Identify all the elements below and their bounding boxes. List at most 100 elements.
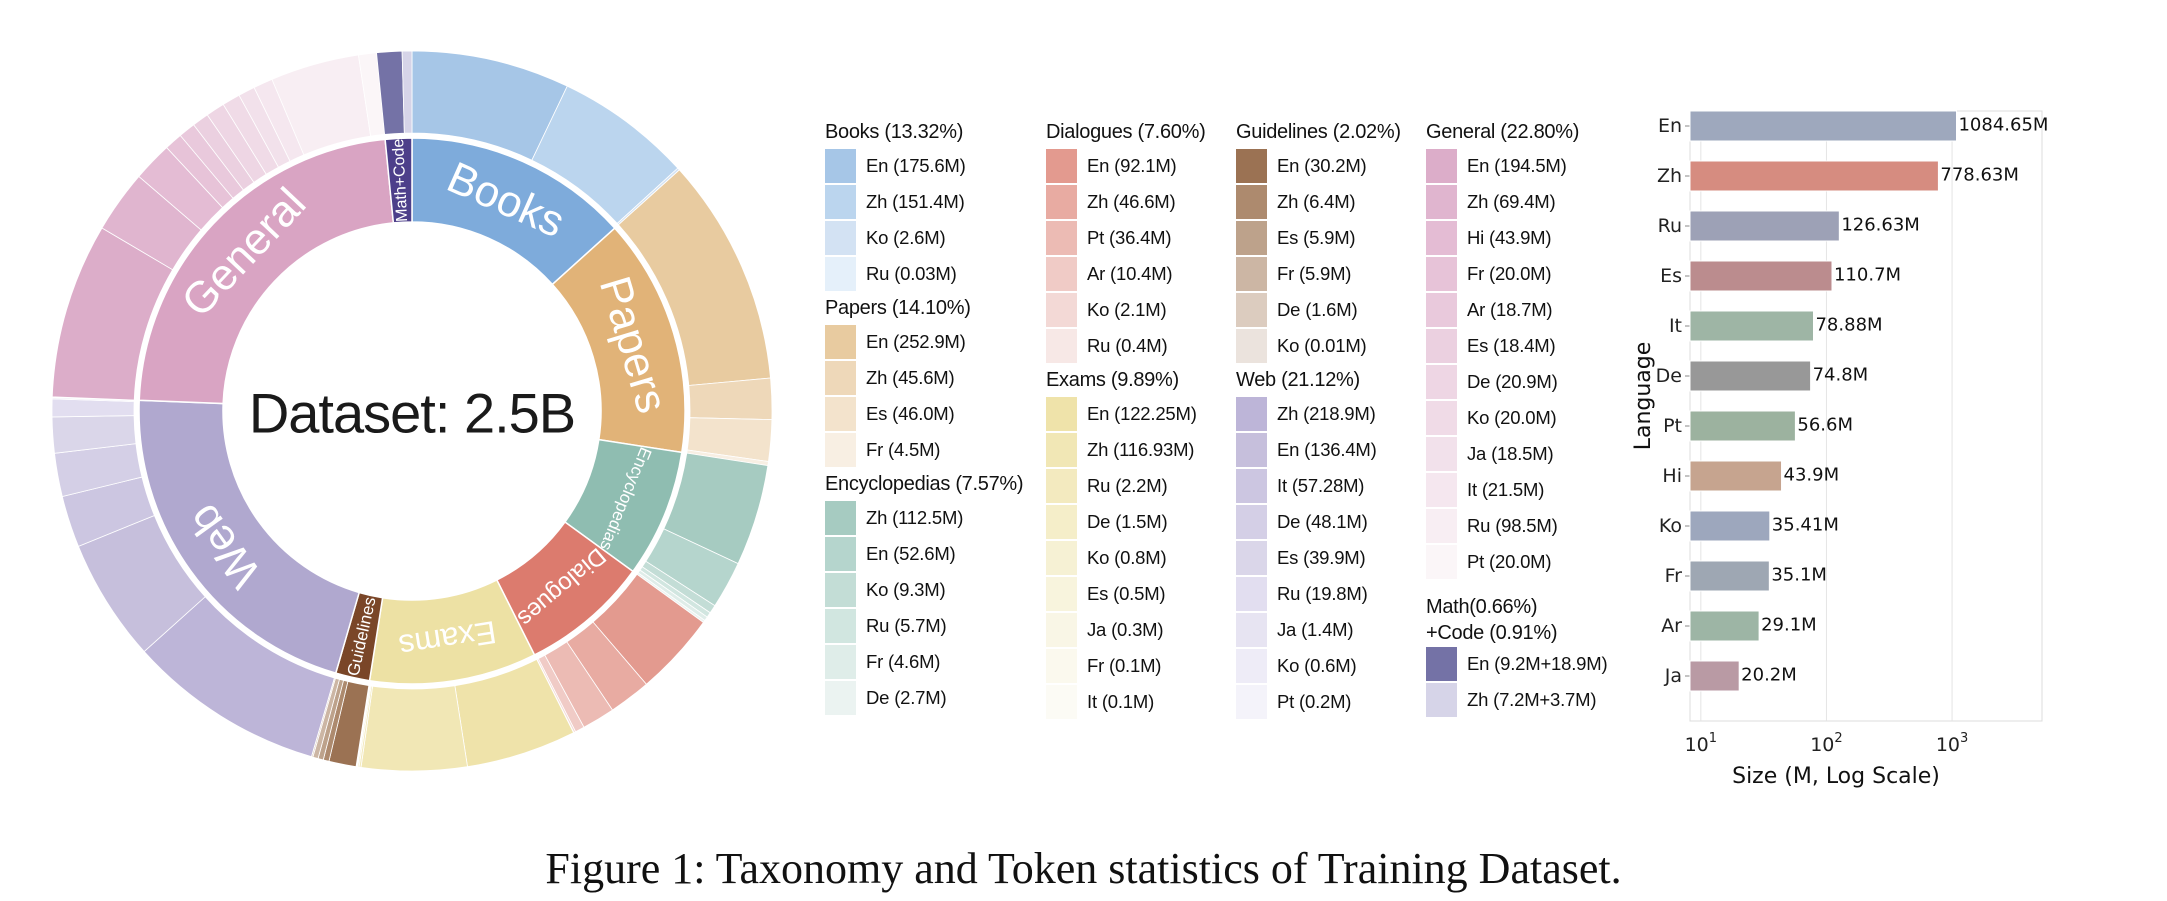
bar-zh xyxy=(1689,160,1939,192)
legend-item: Pt (0.2M) xyxy=(1236,684,1436,720)
legend-label: En (92.1M) xyxy=(1087,155,1177,176)
y-tick-label: Hi xyxy=(1662,465,1682,487)
segment-papers: Papers xyxy=(551,169,773,467)
legend-swatch xyxy=(1046,149,1077,183)
legend-item: Fr (20.0M) xyxy=(1426,256,1626,292)
legend-swatch xyxy=(1236,257,1267,291)
legend-label: Hi (43.9M) xyxy=(1467,227,1552,248)
legend-swatch xyxy=(1426,545,1457,579)
legend-item: Zh (7.2M+3.7M) xyxy=(1426,682,1626,718)
legend-swatch xyxy=(1046,433,1077,467)
legend-swatch xyxy=(825,221,856,255)
legend-label: Ru (0.4M) xyxy=(1087,335,1168,356)
legend-swatch xyxy=(1046,185,1077,219)
bar-it xyxy=(1689,310,1814,342)
legend-item: Ru (0.03M) xyxy=(825,256,1025,292)
data-label: 56.6M xyxy=(1797,415,1853,436)
legend-swatch xyxy=(1426,365,1457,399)
legend-label: Ko (20.0M) xyxy=(1467,407,1557,428)
legend-swatch xyxy=(1426,509,1457,543)
data-label: 35.1M xyxy=(1771,565,1827,586)
legend-label: De (1.6M) xyxy=(1277,299,1358,320)
legend-swatch xyxy=(1236,613,1267,647)
x-axis-title: Size (M, Log Scale) xyxy=(1732,764,1940,789)
legend-swatch xyxy=(1236,541,1267,575)
data-label: 1084.65M xyxy=(1958,115,2048,136)
bar-en xyxy=(1689,110,1957,142)
bar-es xyxy=(1689,260,1833,292)
y-tick-label: En xyxy=(1658,115,1682,137)
legend-label: Pt (20.0M) xyxy=(1467,551,1552,572)
legend-label: Ko (9.3M) xyxy=(866,579,946,600)
segment-web: Web xyxy=(51,396,361,758)
legend-label: En (175.6M) xyxy=(866,155,966,176)
legend-item: En (122.25M) xyxy=(1046,396,1246,432)
legend-label: En (30.2M) xyxy=(1277,155,1367,176)
bar-ru xyxy=(1689,210,1840,242)
legend-item: En (52.6M) xyxy=(825,536,1025,572)
inner-slice xyxy=(138,138,395,405)
legend-item: En (136.4M) xyxy=(1236,432,1436,468)
legend-title: Papers (14.10%) xyxy=(825,297,971,319)
legend-swatch xyxy=(1046,221,1077,255)
y-tick-label: Zh xyxy=(1657,165,1682,187)
inner-slice xyxy=(384,137,413,224)
legend-title: Dialogues (7.60%) xyxy=(1046,121,1206,143)
legend-label: Fr (4.5M) xyxy=(866,439,941,460)
legend-swatch xyxy=(1236,397,1267,431)
legend-swatch xyxy=(1046,397,1077,431)
legend-item: Fr (0.1M) xyxy=(1046,648,1246,684)
legend-item: Pt (20.0M) xyxy=(1426,544,1626,580)
legend-label: Ru (0.03M) xyxy=(866,263,957,284)
legend-label: Zh (45.6M) xyxy=(866,367,955,388)
center-label: Dataset: 2.5B xyxy=(249,382,575,445)
legend-item: Ru (98.5M) xyxy=(1426,508,1626,544)
figure-caption: Figure 1: Taxonomy and Token statistics … xyxy=(545,844,1622,893)
legend-swatch xyxy=(825,361,856,395)
x-tick-label: 103 xyxy=(1936,731,1968,756)
legend-title: Encyclopedias (7.57%) xyxy=(825,473,1024,495)
legend-swatch xyxy=(1236,221,1267,255)
legend-swatch xyxy=(1236,293,1267,327)
legend-item: Pt (36.4M) xyxy=(1046,220,1246,256)
legend-item: Es (39.9M) xyxy=(1236,540,1436,576)
legend-label: Fr (0.1M) xyxy=(1087,655,1162,676)
legend-label: Ja (18.5M) xyxy=(1467,443,1554,464)
legend-item: De (1.5M) xyxy=(1046,504,1246,540)
outer-slice xyxy=(401,50,413,134)
legend-label: Ar (10.4M) xyxy=(1087,263,1173,284)
legend-item: It (0.1M) xyxy=(1046,684,1246,720)
legend-label: Fr (5.9M) xyxy=(1277,263,1352,284)
legend-item: Zh (151.4M) xyxy=(825,184,1025,220)
legend-label: De (20.9M) xyxy=(1467,371,1558,392)
legend-swatch xyxy=(1046,613,1077,647)
data-label: 126.63M xyxy=(1841,215,1920,236)
legend-label: Es (5.9M) xyxy=(1277,227,1356,248)
legend-item: Ja (1.4M) xyxy=(1236,612,1436,648)
legend-item: En (252.9M) xyxy=(825,324,1025,360)
legend-item: Ar (10.4M) xyxy=(1046,256,1246,292)
legend-column: Dialogues (7.60%) En (92.1M) Zh (46.6M) Pt … xyxy=(1046,116,1246,720)
legend-swatch xyxy=(825,325,856,359)
legend-label: Zh (69.4M) xyxy=(1467,191,1556,212)
legend-item: Fr (4.6M) xyxy=(825,644,1025,680)
y-tick-label: Fr xyxy=(1665,565,1683,587)
legend-item: It (57.28M) xyxy=(1236,468,1436,504)
legend-swatch xyxy=(1236,433,1267,467)
legend-swatch xyxy=(1236,649,1267,683)
legend-title: General (22.80%) xyxy=(1426,121,1580,143)
legend-swatch xyxy=(1046,257,1077,291)
legend-label: It (0.1M) xyxy=(1087,691,1155,712)
legend-label: Es (18.4M) xyxy=(1467,335,1556,356)
data-label: 20.2M xyxy=(1741,665,1797,686)
segment-math-code: Math+Code xyxy=(376,50,413,224)
bar-ja xyxy=(1689,660,1740,692)
legend-label: En (136.4M) xyxy=(1277,439,1377,460)
legend-swatch xyxy=(825,573,856,607)
legend-item: En (9.2M+18.9M) xyxy=(1426,646,1626,682)
legend-swatch xyxy=(1426,329,1457,363)
legend-label: Ja (1.4M) xyxy=(1277,619,1354,640)
legend-column: Guidelines (2.02%) En (30.2M) Zh (6.4M) Es … xyxy=(1236,116,1436,720)
legend-item: En (92.1M) xyxy=(1046,148,1246,184)
legend-swatch xyxy=(1046,577,1077,611)
